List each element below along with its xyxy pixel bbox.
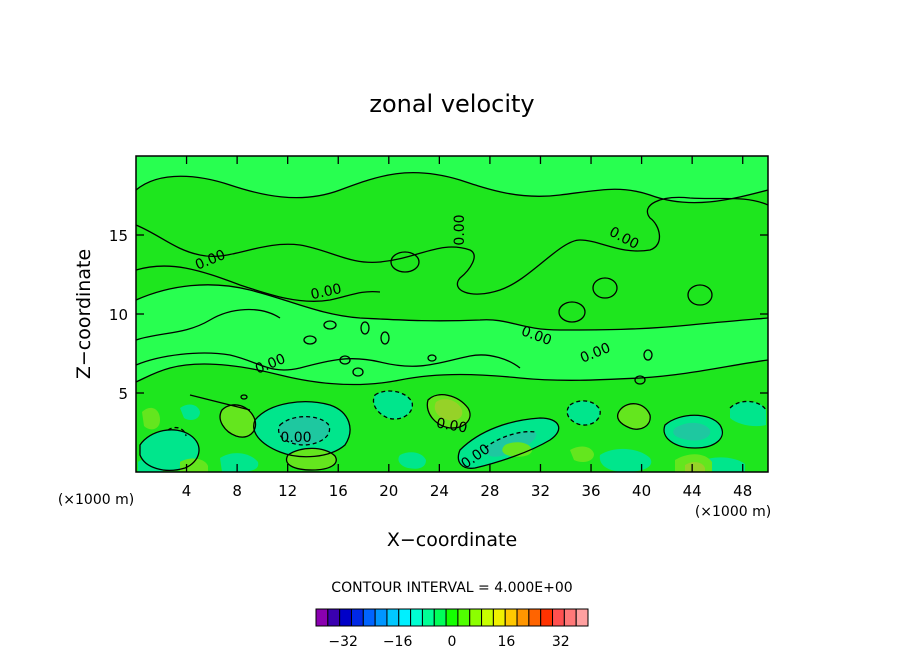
colorbar-swatch bbox=[575, 608, 589, 627]
strong-negative-core bbox=[673, 422, 711, 441]
x-tick-label: 24 bbox=[430, 482, 449, 500]
negative-velocity-region bbox=[567, 400, 601, 426]
y-axis: 5 10 15 bbox=[109, 227, 768, 403]
colorbar-swatch bbox=[481, 608, 494, 627]
contour-lines bbox=[135, 171, 769, 471]
colorbar-tick-label: 16 bbox=[497, 634, 515, 650]
negative-velocity-region bbox=[730, 401, 766, 427]
x-unit-label-right: (×1000 m) bbox=[695, 504, 771, 520]
colorbar-swatch bbox=[315, 608, 329, 627]
x-tick-label: 40 bbox=[632, 482, 651, 500]
colorbar-tick-label: −32 bbox=[328, 634, 358, 650]
colorbar-swatch bbox=[421, 608, 435, 627]
colorbar-swatch bbox=[504, 608, 518, 627]
x-tick-label: 48 bbox=[733, 482, 752, 500]
colorbar-swatch bbox=[398, 608, 412, 627]
y-tick-label: 10 bbox=[109, 306, 128, 324]
x-tick-label: 20 bbox=[379, 482, 398, 500]
plot-area: 0.00 0.00 0.00 0.00 0.00 0.00 0.00 0.00 … bbox=[135, 155, 769, 473]
colorbar-swatch bbox=[410, 608, 423, 627]
negative-velocity-region bbox=[599, 448, 652, 472]
colorbar bbox=[315, 608, 589, 627]
colorbar-swatch bbox=[457, 608, 471, 627]
colorbar-swatch bbox=[528, 608, 542, 627]
x-tick-label: 16 bbox=[329, 482, 348, 500]
y-tick-label: 15 bbox=[109, 227, 128, 245]
colorbar-swatch bbox=[552, 608, 565, 627]
colorbar-tick-label: −16 bbox=[383, 634, 413, 650]
colorbar-swatch bbox=[386, 608, 400, 627]
x-tick-label: 28 bbox=[480, 482, 499, 500]
strong-positive-core bbox=[685, 462, 705, 472]
colorbar-swatch bbox=[339, 608, 352, 627]
x-tick-label: 44 bbox=[683, 482, 702, 500]
colorbar-swatch bbox=[350, 608, 364, 627]
contour-label: 0.00 bbox=[435, 415, 468, 436]
x-axis: 4 8 12 16 20 24 28 32 36 40 44 48 bbox=[182, 156, 752, 500]
contour-interval-note: CONTOUR INTERVAL = 4.000E+00 bbox=[331, 580, 572, 596]
colorbar-tick-label: 32 bbox=[552, 634, 570, 650]
x-tick-label: 36 bbox=[581, 482, 600, 500]
colorbar-swatch bbox=[374, 608, 388, 627]
strong-positive-core bbox=[434, 399, 463, 421]
x-tick-label: 4 bbox=[182, 482, 192, 500]
x-tick-label: 8 bbox=[232, 482, 242, 500]
colorbar-swatch bbox=[362, 608, 376, 627]
positive-velocity-region bbox=[617, 403, 651, 430]
colorbar-swatch bbox=[327, 608, 341, 627]
negative-velocity-region bbox=[180, 404, 200, 420]
colorbar-tick-labels: −32 −16 0 16 32 bbox=[328, 634, 569, 650]
colorbar-swatch bbox=[445, 608, 459, 627]
colorbar-tick-label: 0 bbox=[448, 634, 457, 650]
y-tick-label: 5 bbox=[118, 385, 128, 403]
negative-velocity-region bbox=[220, 453, 259, 472]
x-unit-label-left: (×1000 m) bbox=[58, 492, 134, 508]
strong-negative-core bbox=[278, 416, 330, 445]
positive-velocity-region bbox=[286, 448, 337, 470]
chart-title: zonal velocity bbox=[369, 90, 534, 118]
y-axis-title: Z−coordinate bbox=[73, 249, 95, 379]
x-tick-label: 32 bbox=[531, 482, 550, 500]
colorbar-swatch bbox=[516, 608, 530, 627]
positive-velocity-region bbox=[220, 404, 256, 438]
contour-label: 0.00 bbox=[280, 430, 311, 446]
colorbar-swatch bbox=[563, 608, 577, 627]
x-tick-label: 12 bbox=[278, 482, 297, 500]
negative-velocity-region bbox=[373, 390, 413, 420]
negative-velocity-region bbox=[398, 452, 426, 469]
negative-velocity-region bbox=[136, 284, 768, 385]
negative-velocity-region bbox=[136, 156, 768, 203]
x-axis-title: X−coordinate bbox=[387, 529, 517, 551]
colorbar-swatch bbox=[492, 608, 506, 627]
colorbar-swatch bbox=[469, 608, 483, 627]
contour-label: 0.00 bbox=[309, 281, 343, 303]
positive-velocity-region bbox=[142, 407, 160, 430]
contour-label: 0.00 bbox=[452, 214, 468, 245]
colorbar-swatch bbox=[433, 608, 447, 627]
colorbar-swatch bbox=[540, 608, 554, 627]
positive-velocity-region bbox=[570, 446, 594, 462]
